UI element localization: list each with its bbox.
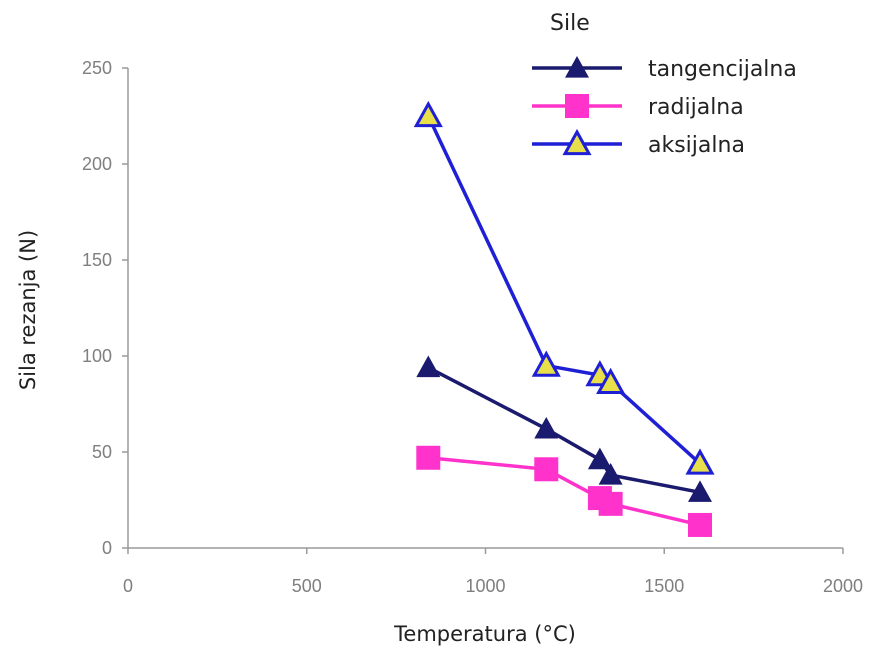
legend-label: aksijalna <box>648 133 745 158</box>
legend-item-aksijalna: aksijalna <box>532 128 745 158</box>
legend-marker <box>565 56 589 78</box>
data-point-tangencijalna <box>416 355 441 378</box>
legend-title: Sile <box>550 11 590 36</box>
data-point-radijalna <box>416 445 441 470</box>
legend-marker <box>565 94 589 118</box>
data-point-radijalna <box>688 512 712 537</box>
data-point-tangencijalna <box>598 463 623 485</box>
data-point-aksijalna <box>685 448 715 475</box>
data-point-radijalna <box>534 457 559 482</box>
data-point-tangencijalna <box>534 416 559 439</box>
x-tick-label: 500 <box>292 576 322 596</box>
data-point-radijalna <box>598 491 623 516</box>
x-axis-label: Temperatura (°C) <box>393 622 576 646</box>
x-tick-label: 1000 <box>465 576 505 596</box>
legend-item-tangencijalna: tangencijalna <box>532 56 797 82</box>
x-tick-label: 1500 <box>644 576 684 596</box>
legend-label: tangencijalna <box>648 57 797 82</box>
data-point-aksijalna <box>531 350 561 377</box>
series-layer <box>413 100 715 537</box>
y-tick-label: 200 <box>82 154 112 174</box>
series-tangencijalna <box>416 355 712 502</box>
y-axis-label: Sila rezanja (N) <box>16 230 40 390</box>
legend-label: radijalna <box>648 95 744 120</box>
series-aksijalna <box>413 100 715 475</box>
data-point-tangencijalna <box>587 447 612 470</box>
legend: Sile tangencijalna radijalna aksijalna <box>532 11 797 158</box>
legend-item-radijalna: radijalna <box>532 94 744 120</box>
y-tick-label: 100 <box>82 346 112 366</box>
tick-labels: 0 50 100 150 200 250 0 500 1000 1500 2000 <box>82 58 863 596</box>
y-tick-label: 0 <box>102 538 112 558</box>
axes <box>122 67 844 554</box>
y-tick-label: 250 <box>82 58 112 78</box>
data-point-aksijalna <box>413 100 443 128</box>
series-line-radijalna <box>428 456 701 527</box>
x-tick-label: 0 <box>123 576 133 596</box>
y-tick-label: 150 <box>82 250 112 270</box>
data-point-aksijalna <box>596 367 626 394</box>
data-point-tangencijalna <box>688 480 712 502</box>
y-tick-label: 50 <box>92 442 112 462</box>
x-tick-label: 2000 <box>823 576 863 596</box>
series-radijalna <box>416 445 712 537</box>
series-line-aksijalna <box>426 115 702 465</box>
series-line-tangencijalna <box>427 365 701 495</box>
legend-marker <box>562 128 592 156</box>
